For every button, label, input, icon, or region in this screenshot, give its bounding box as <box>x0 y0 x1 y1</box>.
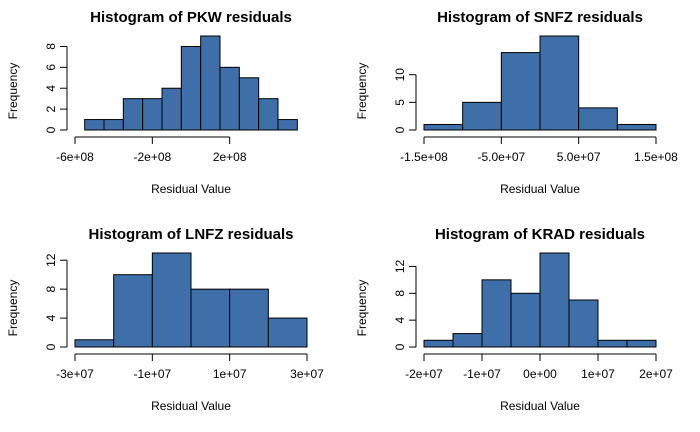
y-axis-label: Frequency <box>6 63 20 120</box>
x-tick-label: 2e+08 <box>213 150 247 164</box>
x-tick-label: -1.5e+08 <box>400 150 448 164</box>
bar <box>180 45 202 131</box>
bar <box>200 35 221 131</box>
x-tick-label: 1e+07 <box>581 367 615 381</box>
bar <box>190 288 231 348</box>
x-tick-label: 1.5e+08 <box>634 150 678 164</box>
y-tick-label: 8 <box>393 290 407 297</box>
chart-title: Histogram of KRAD residuals <box>435 226 645 243</box>
x-axis-label: Residual Value <box>500 399 580 413</box>
x-tick-label: -1e+07 <box>463 367 501 381</box>
bar <box>578 107 618 131</box>
bar <box>84 119 105 131</box>
bar <box>258 98 279 131</box>
bar <box>122 98 144 131</box>
x-tick-label: -3e+07 <box>56 367 94 381</box>
y-tick-label: 0 <box>393 126 407 133</box>
bar <box>161 87 182 131</box>
y-tick-label: 0 <box>44 343 58 350</box>
bar <box>626 339 657 348</box>
y-tick-label: 5 <box>393 99 407 106</box>
y-tick-label: 0 <box>44 126 58 133</box>
bar <box>103 119 124 131</box>
x-tick-label: 1e+07 <box>213 367 247 381</box>
bar <box>277 119 298 131</box>
y-tick-label: 6 <box>44 64 58 71</box>
y-axis-label: Frequency <box>6 280 20 337</box>
y-tick-label: 12 <box>393 259 407 273</box>
bar <box>616 123 657 131</box>
bar <box>539 35 580 131</box>
x-tick-label: -2e+08 <box>133 150 171 164</box>
x-tick-label: -5.0e+07 <box>477 150 525 164</box>
bar <box>452 333 483 348</box>
chart-title: Histogram of LNFZ residuals <box>88 226 293 243</box>
chart-title: Histogram of SNFZ residuals <box>437 9 643 26</box>
bar <box>481 279 512 348</box>
x-tick-label: -2e+07 <box>405 367 443 381</box>
y-tick-label: 4 <box>393 316 407 323</box>
x-tick-label: 5.0e+07 <box>557 150 601 164</box>
bar <box>568 299 599 348</box>
y-tick-label: 10 <box>393 68 407 82</box>
bar <box>423 123 464 131</box>
bar <box>238 77 260 131</box>
x-tick-label: -1e+07 <box>133 367 171 381</box>
y-tick-label: 12 <box>44 253 58 267</box>
x-tick-label: -6e+08 <box>56 150 94 164</box>
y-tick-label: 8 <box>44 43 58 50</box>
chart-title: Histogram of PKW residuals <box>90 9 292 26</box>
bar <box>423 339 454 348</box>
bar <box>539 252 570 348</box>
bar <box>597 339 628 348</box>
bar <box>462 101 502 131</box>
bar <box>267 317 308 348</box>
y-tick-label: 2 <box>44 105 58 112</box>
x-tick-label: 0e+00 <box>523 367 557 381</box>
y-tick-label: 0 <box>393 343 407 350</box>
bar <box>151 252 192 348</box>
y-axis-label: Frequency <box>355 63 369 120</box>
bar <box>500 52 541 131</box>
y-tick-label: 8 <box>44 285 58 292</box>
bar <box>229 288 269 348</box>
bar <box>113 274 153 348</box>
x-axis-label: Residual Value <box>151 182 231 196</box>
bar <box>219 66 240 131</box>
y-tick-label: 4 <box>44 85 58 92</box>
y-axis-label: Frequency <box>355 280 369 337</box>
bar <box>74 339 115 348</box>
x-tick-label: 3e+07 <box>290 367 324 381</box>
bar <box>142 98 163 131</box>
x-tick-label: 2e+07 <box>639 367 673 381</box>
bar <box>510 292 541 348</box>
x-axis-label: Residual Value <box>151 399 231 413</box>
y-tick-label: 4 <box>44 314 58 321</box>
x-axis-label: Residual Value <box>500 182 580 196</box>
